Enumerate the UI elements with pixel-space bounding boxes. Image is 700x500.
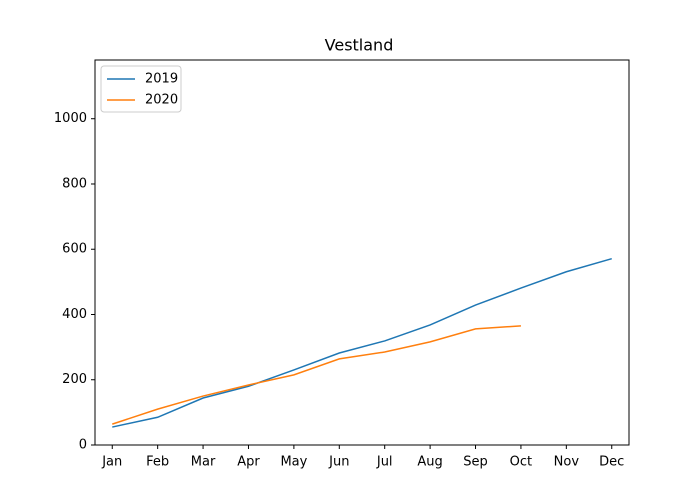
y-tick-label: 600 <box>62 242 87 257</box>
y-tick-label: 400 <box>62 307 87 322</box>
legend-label: 2020 <box>145 93 178 108</box>
x-tick-label: Mar <box>191 455 216 470</box>
line-series <box>112 257 612 428</box>
line-series <box>112 325 521 425</box>
y-tick-label: 200 <box>62 372 87 387</box>
y-tick-label: 0 <box>79 438 87 453</box>
y-tick-label: 1000 <box>54 111 87 126</box>
x-tick-label: Apr <box>237 455 260 470</box>
x-tick-label: Jan <box>101 455 122 470</box>
chart-title: Vestland <box>325 36 394 55</box>
x-tick-label: Sep <box>463 455 488 470</box>
x-tick-label: Dec <box>599 455 624 470</box>
x-tick-label: Feb <box>146 455 169 470</box>
x-tick-label: May <box>280 455 307 470</box>
x-tick-label: Jun <box>328 455 349 470</box>
plot-frame <box>94 59 630 446</box>
x-tick-label: Nov <box>554 455 580 470</box>
y-tick-label: 800 <box>62 176 87 191</box>
x-tick-label: Aug <box>417 455 442 470</box>
x-tick-label: Oct <box>510 455 532 470</box>
legend-label: 2019 <box>145 72 178 87</box>
x-tick-label: Jul <box>376 455 393 470</box>
